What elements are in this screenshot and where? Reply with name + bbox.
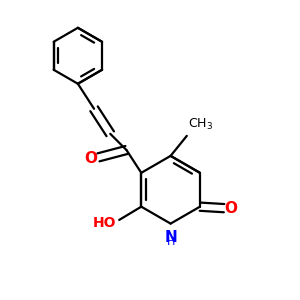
Text: H: H — [167, 237, 175, 247]
Text: HO: HO — [93, 216, 116, 230]
Text: O: O — [85, 151, 98, 166]
Text: N: N — [164, 230, 177, 245]
Text: O: O — [224, 201, 237, 216]
Text: CH$_3$: CH$_3$ — [188, 117, 213, 132]
